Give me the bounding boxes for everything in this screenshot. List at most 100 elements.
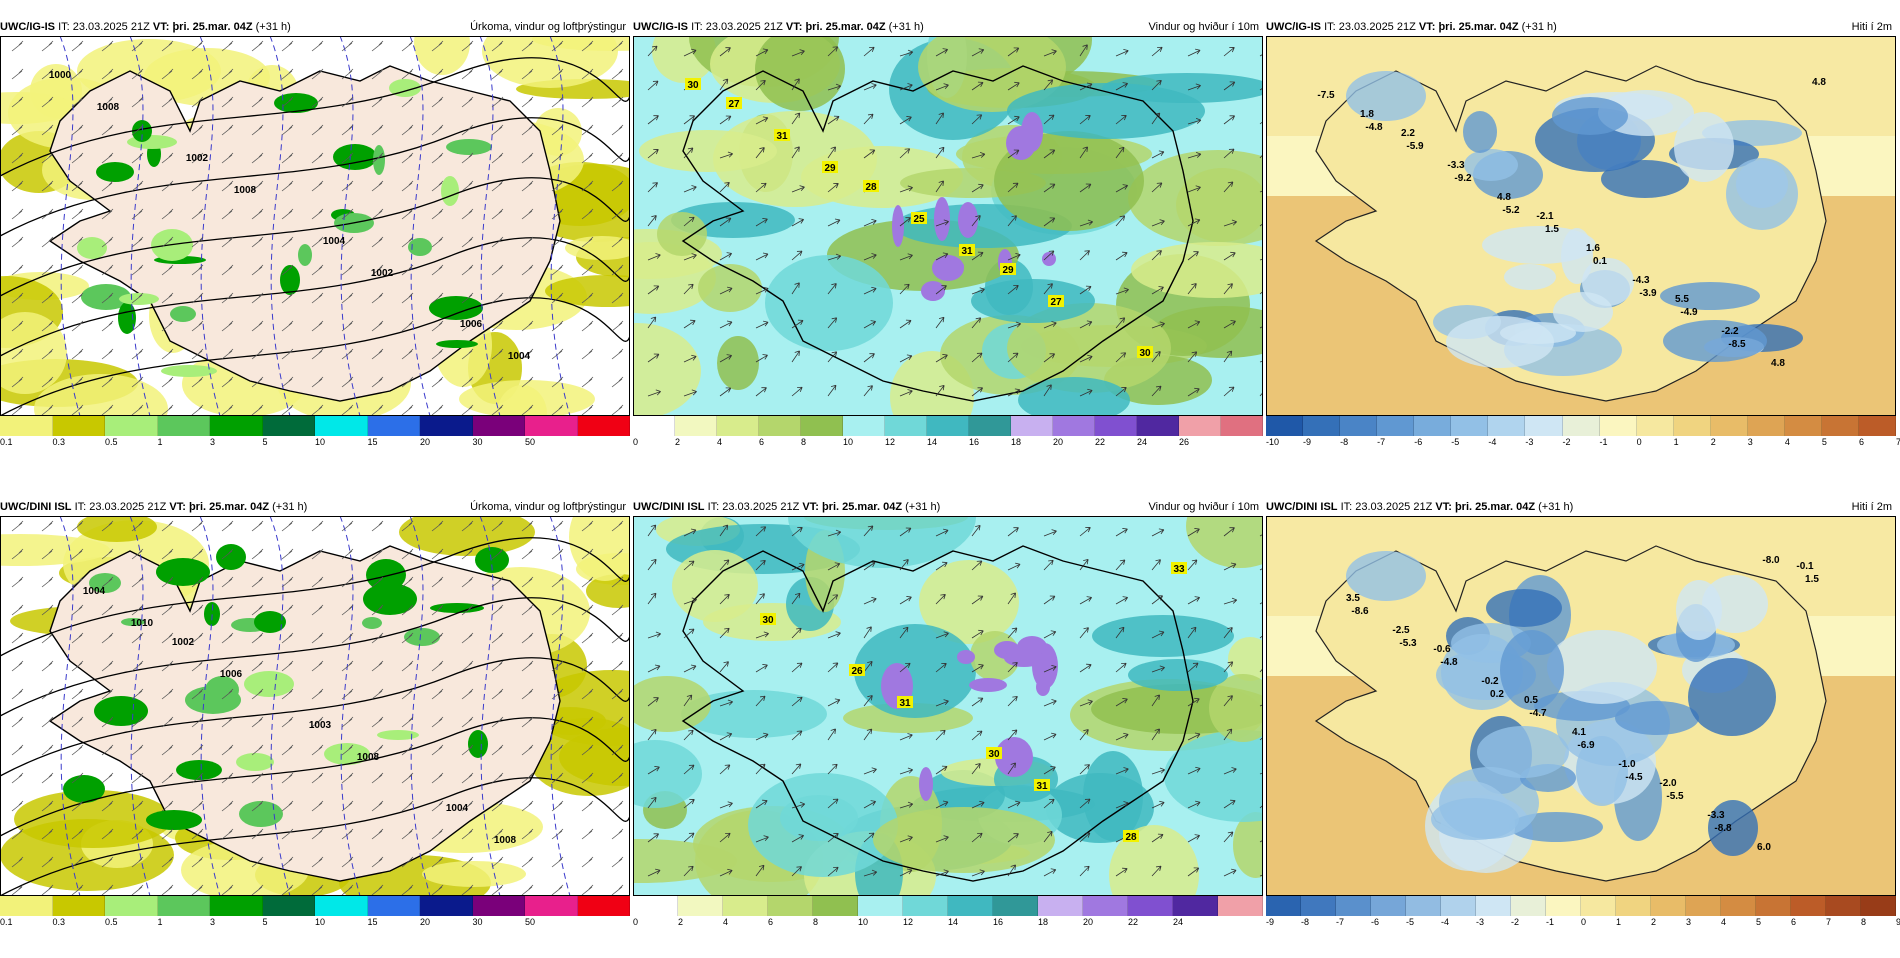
- value-label: 29: [822, 161, 838, 174]
- colorbar-segment: [969, 416, 1011, 436]
- wind-barb: [371, 40, 384, 52]
- colorbar-segment: [678, 896, 723, 916]
- value-label: 1004: [83, 586, 106, 597]
- valid-time-label: VT:: [785, 21, 803, 33]
- cold-area: [1688, 658, 1776, 736]
- value-label: 1.5: [1805, 574, 1819, 585]
- isotherm: [409, 516, 431, 896]
- wind-arrow: [1007, 592, 1016, 605]
- wind-barb: [251, 264, 264, 276]
- wind-arrow: [899, 217, 911, 227]
- isotherm: [479, 516, 501, 896]
- wind-arrow: [971, 352, 983, 363]
- wind-barb: [371, 376, 384, 388]
- colorbar-tick-label: 6: [1791, 917, 1797, 927]
- wind-barb: [101, 660, 114, 672]
- colorbar-segment: [210, 416, 263, 436]
- wind-barb: [281, 716, 294, 728]
- colorbar-tick-label: 14: [948, 917, 959, 927]
- wind-barb: [101, 264, 114, 276]
- value-label-bg: [1171, 562, 1187, 574]
- wind-barb: [551, 348, 564, 360]
- wind-barb: [221, 548, 234, 560]
- wind-barb: [611, 124, 624, 136]
- wind-arrow: [971, 560, 983, 571]
- wind-barb: [491, 404, 504, 416]
- wind-arrow: [1223, 251, 1236, 261]
- value-label: 31: [897, 696, 913, 709]
- value-label: 2.2: [1401, 128, 1415, 139]
- wind-arrow: [935, 800, 949, 809]
- value-label-bg: [760, 613, 776, 625]
- wind-barb: [551, 96, 564, 108]
- colorbar-segment: [903, 896, 948, 916]
- precip-area: [146, 810, 202, 830]
- wind-arrow: [863, 353, 875, 363]
- cold-area: [1500, 630, 1564, 710]
- isotherm: [199, 36, 221, 416]
- wind-barb: [611, 236, 624, 248]
- wind-barb: [71, 124, 84, 136]
- wind-barb: [101, 40, 114, 52]
- wind-arrow: [899, 596, 912, 605]
- wind-barb: [611, 800, 624, 812]
- wind-barb: [251, 96, 264, 108]
- colorbar-tick-label: -6: [1414, 437, 1423, 447]
- colorbar-tick-label: 2: [675, 437, 681, 447]
- wind-arrow: [1115, 48, 1129, 57]
- wind-barb: [161, 688, 174, 700]
- wind-arrow: [647, 868, 661, 877]
- wind-barb: [11, 576, 24, 588]
- colorbar-segment: [1756, 896, 1791, 916]
- wind-speed-area: [1018, 377, 1130, 416]
- wind-barb: [551, 152, 564, 164]
- wind-barb: [101, 772, 114, 784]
- value-label-text: -0.6: [1433, 644, 1451, 655]
- precip-area: [244, 671, 294, 697]
- value-label: -9.2: [1454, 173, 1472, 184]
- value-label-text: -2.2: [1721, 326, 1739, 337]
- wind-barb: [221, 660, 234, 672]
- wind-barb: [251, 800, 264, 812]
- wind-barb: [611, 688, 624, 700]
- wind-arrow: [827, 146, 836, 159]
- wind-barb: [161, 152, 174, 164]
- wind-barb: [431, 124, 444, 136]
- wind-arrow: [935, 729, 946, 741]
- wind-arrow: [791, 866, 802, 877]
- colorbar-tick-label: 5: [1821, 437, 1827, 447]
- wind-barb: [311, 744, 324, 756]
- wind-arrow: [719, 354, 733, 363]
- wind-barb: [611, 632, 624, 644]
- wind-barb: [101, 208, 114, 220]
- wind-barb: [371, 292, 384, 304]
- wind-arrow: [755, 387, 767, 397]
- wind-arrow: [791, 78, 800, 91]
- wind-barb: [221, 376, 234, 388]
- wind-barb: [161, 208, 174, 220]
- wind-barb: [431, 320, 444, 332]
- precip-area: [565, 236, 630, 260]
- value-label: 1.5: [1545, 224, 1559, 235]
- wind-barb: [341, 376, 354, 388]
- wind-arrow: [827, 662, 839, 673]
- wind-barb: [461, 548, 474, 560]
- init-time: 23.03.2025 21Z: [89, 501, 167, 513]
- colorbar-tick-label: -7: [1377, 437, 1386, 447]
- cold-area: [1708, 800, 1758, 856]
- wind-barb: [251, 180, 264, 192]
- wind-barb: [41, 688, 54, 700]
- wind-arrow: [1223, 527, 1235, 537]
- wind-arrow: [719, 252, 733, 261]
- panel-header: UWC/IG-IS IT: 23.03.2025 21Z VT: þri. 25…: [1266, 18, 1896, 36]
- colorbar-ticks: 0 2 4 6 8 10 12 14 16 18 20 22 24: [633, 916, 1263, 930]
- precip-area: [156, 558, 210, 586]
- wind-arrow: [1115, 146, 1125, 159]
- wind-barb: [491, 208, 504, 220]
- wind-speed-area: [633, 242, 716, 314]
- isotherm: [339, 516, 361, 896]
- wind-barb: [281, 660, 294, 672]
- valid-time: þri. 25.mar. 04Z: [188, 501, 270, 513]
- wind-arrow: [1187, 251, 1199, 261]
